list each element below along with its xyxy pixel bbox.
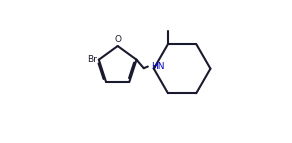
Text: Br: Br [87, 54, 97, 63]
Text: O: O [114, 35, 121, 44]
Text: HN: HN [151, 62, 164, 71]
